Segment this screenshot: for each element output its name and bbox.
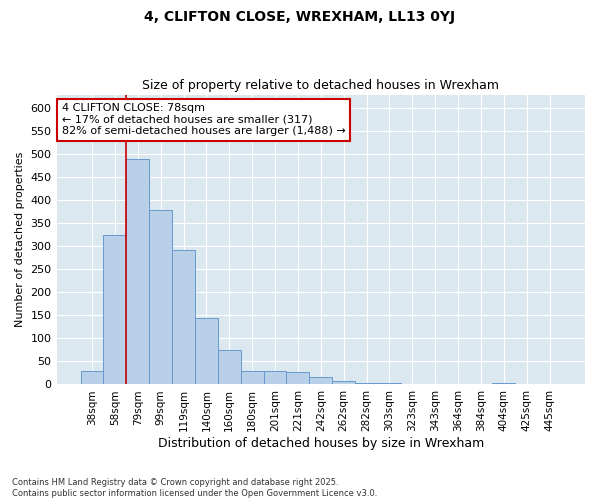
Text: 4, CLIFTON CLOSE, WREXHAM, LL13 0YJ: 4, CLIFTON CLOSE, WREXHAM, LL13 0YJ xyxy=(145,10,455,24)
Text: Contains HM Land Registry data © Crown copyright and database right 2025.
Contai: Contains HM Land Registry data © Crown c… xyxy=(12,478,377,498)
Bar xyxy=(310,376,332,384)
Bar xyxy=(103,235,127,384)
Bar xyxy=(378,383,401,384)
Bar xyxy=(332,381,355,384)
Bar xyxy=(286,372,310,384)
X-axis label: Distribution of detached houses by size in Wrexham: Distribution of detached houses by size … xyxy=(158,437,484,450)
Bar xyxy=(127,159,149,384)
Bar xyxy=(241,370,263,384)
Title: Size of property relative to detached houses in Wrexham: Size of property relative to detached ho… xyxy=(142,79,499,92)
Text: 4 CLIFTON CLOSE: 78sqm
← 17% of detached houses are smaller (317)
82% of semi-de: 4 CLIFTON CLOSE: 78sqm ← 17% of detached… xyxy=(62,104,346,136)
Bar xyxy=(195,318,218,384)
Y-axis label: Number of detached properties: Number of detached properties xyxy=(15,152,25,327)
Bar xyxy=(355,382,378,384)
Bar xyxy=(80,370,103,384)
Bar xyxy=(218,350,241,384)
Bar xyxy=(172,250,195,384)
Bar xyxy=(263,370,286,384)
Bar xyxy=(149,210,172,384)
Bar xyxy=(493,382,515,384)
